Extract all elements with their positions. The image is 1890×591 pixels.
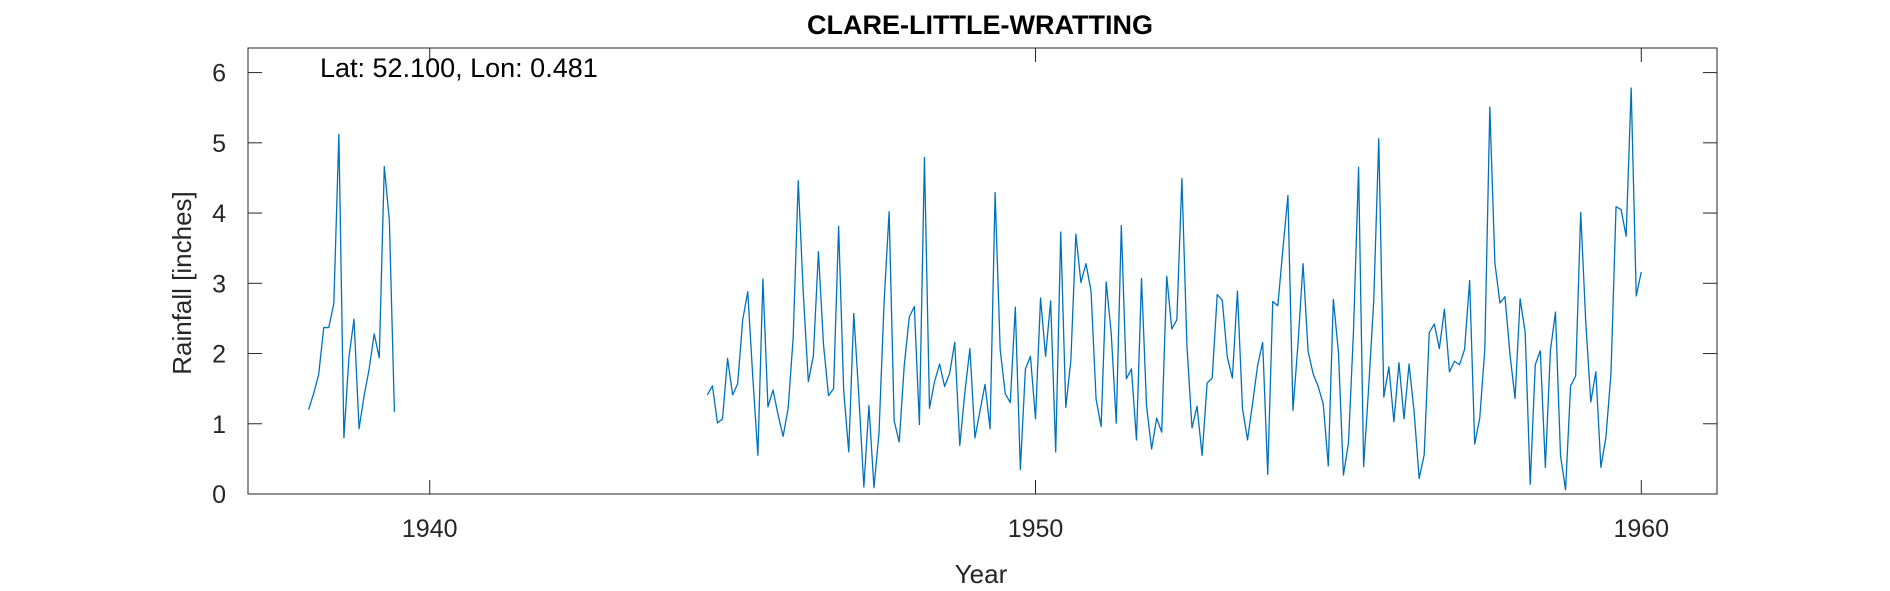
chart-title: CLARE-LITTLE-WRATTING (807, 10, 1153, 40)
rainfall-line-segment-2 (706, 87, 1642, 491)
plot-box (247, 47, 1718, 495)
axes (247, 47, 1718, 495)
x-tick-label: 1950 (1008, 515, 1064, 543)
ticks: 0 1 2 3 4 5 6 1940 1950 1960 (212, 48, 1717, 543)
y-axis-label: Rainfall [inches] (167, 191, 197, 375)
y-tick-label: 0 (212, 481, 226, 509)
y-tick-label: 6 (212, 60, 226, 88)
y-tick-label: 3 (212, 270, 226, 298)
y-tick-label: 1 (212, 411, 226, 439)
y-tick-label: 5 (212, 130, 226, 158)
x-axis-label: Year (955, 559, 1008, 589)
y-tick-label: 4 (212, 200, 226, 228)
rainfall-line-segment-1 (307, 133, 396, 439)
x-tick-label: 1940 (402, 515, 458, 543)
y-tick-label: 2 (212, 341, 226, 369)
x-tick-label: 1960 (1613, 515, 1669, 543)
station-coordinates-annotation: Lat: 52.100, Lon: 0.481 (320, 53, 598, 83)
series-lines (307, 87, 1642, 491)
